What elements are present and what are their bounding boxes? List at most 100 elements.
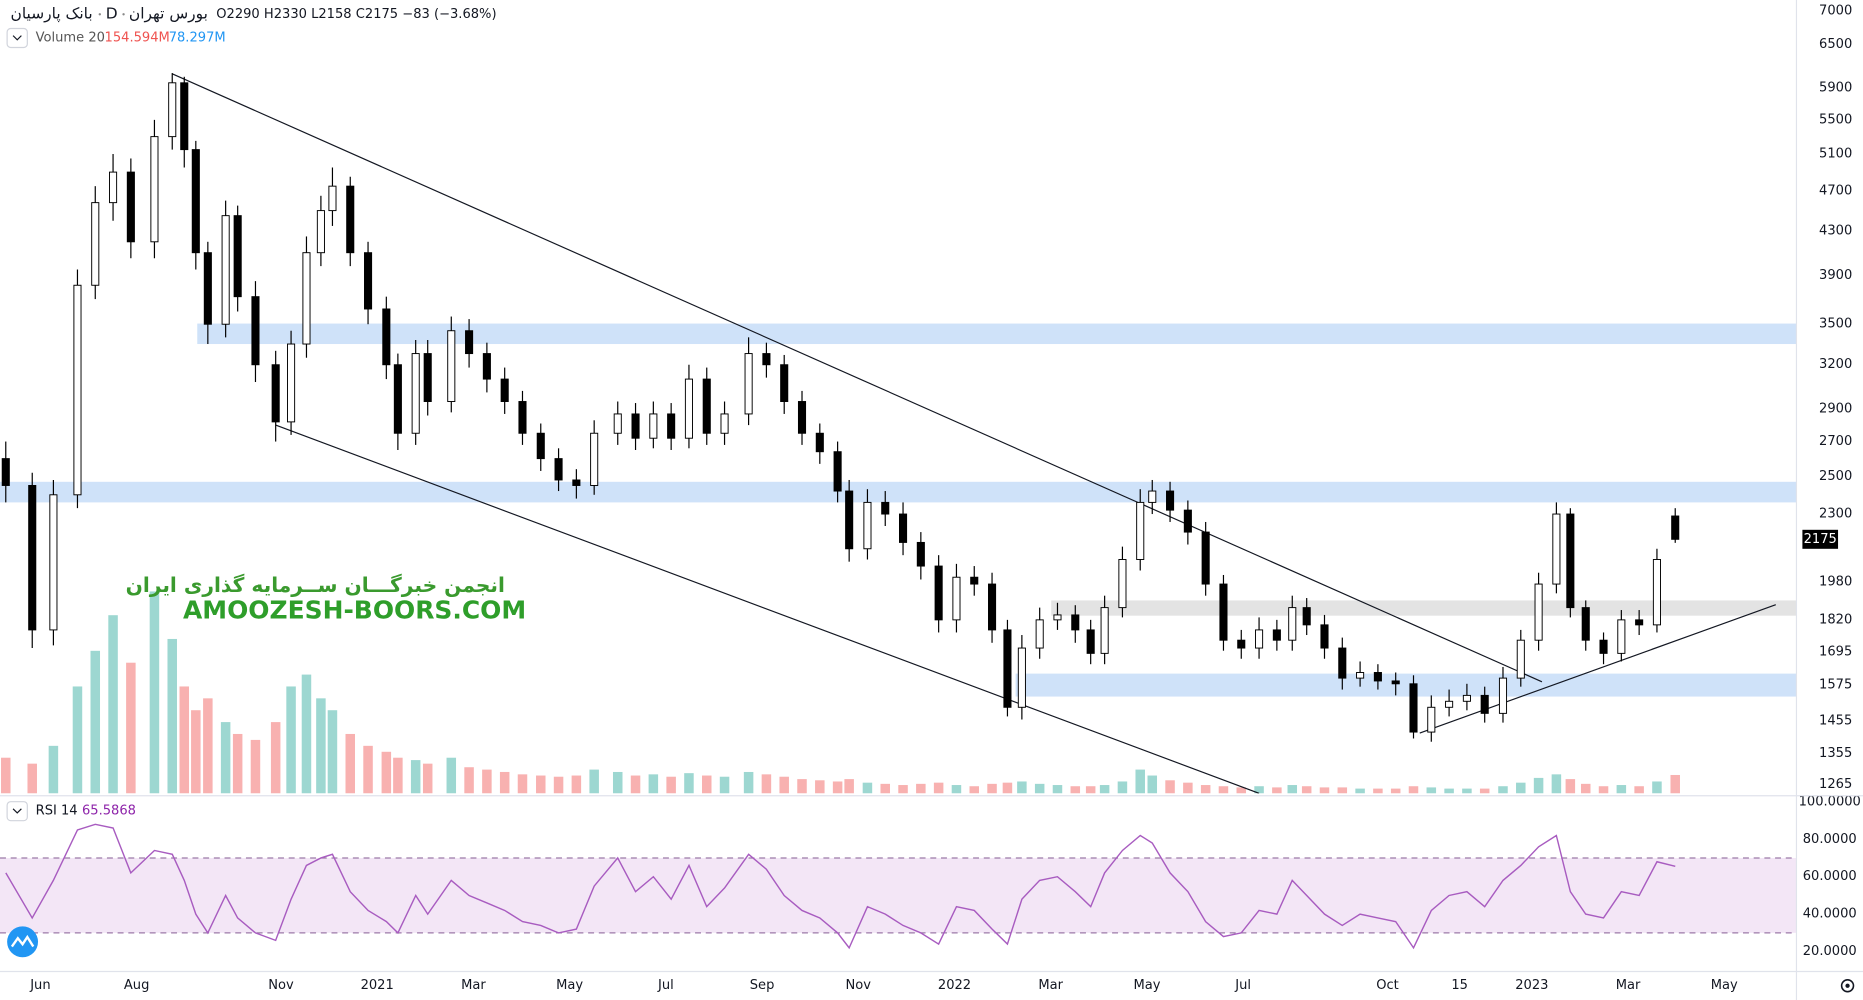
candle-body (73, 284, 82, 496)
volume-bar (743, 771, 754, 794)
volume-bar (1, 757, 11, 794)
volume-bar (648, 774, 659, 794)
candle-body (684, 378, 693, 439)
candle-body (1166, 490, 1175, 511)
volume-bar (701, 775, 712, 794)
candle-body (1183, 509, 1192, 533)
candle-body (1100, 607, 1109, 654)
candle-body (1498, 677, 1508, 714)
x-tick-label: Nov (846, 978, 872, 993)
volume-bar (220, 722, 231, 794)
volume-bar (1498, 786, 1508, 794)
volume-bar (898, 785, 908, 794)
candle-body (1338, 647, 1347, 679)
volume-bar (422, 763, 433, 794)
candle-body (221, 215, 230, 325)
collapse-button[interactable] (6, 27, 28, 49)
value: 2175 (365, 7, 398, 22)
volume-bar (464, 767, 474, 794)
candle-body (613, 413, 622, 434)
candle-body (1017, 647, 1026, 708)
x-tick-label: May (1711, 978, 1738, 993)
candle-body (1427, 706, 1436, 733)
candle-body (815, 432, 824, 453)
x-tick-label: Sep (750, 978, 775, 993)
candle-body (271, 364, 280, 423)
separator (98, 13, 101, 16)
trendline (1419, 604, 1776, 734)
x-tick-label: Mar (461, 978, 486, 993)
volume-bar (1516, 782, 1526, 794)
candle-body (1671, 515, 1680, 540)
volume-bar (987, 783, 997, 794)
y-tick-label: 1980 (1819, 574, 1852, 589)
volume-bar (779, 776, 789, 794)
volume-bar (1408, 786, 1419, 794)
y-tick-label: 3500 (1819, 317, 1852, 332)
candle-body (364, 252, 373, 310)
y-tick-label: 7000 (1819, 3, 1852, 18)
candle-body (91, 202, 100, 286)
candle-body (1566, 513, 1575, 609)
candle-body (150, 136, 159, 243)
candle-body (863, 501, 872, 550)
volume-bar (1218, 786, 1229, 794)
candle-body (833, 451, 842, 492)
x-tick-label: 2022 (938, 978, 971, 993)
candle-body (203, 252, 212, 325)
indicator-value: 78.297M (169, 31, 226, 46)
volume-bar (327, 710, 338, 794)
volume-bar (517, 774, 528, 794)
candle-body (899, 513, 908, 543)
label: L (311, 7, 319, 22)
volume-bar (815, 780, 825, 794)
volume-bar (1565, 779, 1576, 794)
volume-bar (203, 698, 213, 794)
zones (0, 323, 1797, 697)
volume-bar (345, 733, 356, 794)
volume-bar (797, 779, 807, 794)
y-tick-label: 1820 (1819, 612, 1852, 627)
candle-body (500, 378, 509, 402)
volume-bar (832, 781, 843, 794)
x-tick-label: Jul (657, 978, 674, 993)
separator (122, 13, 125, 16)
value: 2330 (274, 7, 307, 22)
candle-body (1409, 683, 1418, 733)
volume-bar (1034, 783, 1045, 794)
candle-body (411, 353, 420, 434)
logo[interactable] (7, 926, 39, 958)
volume-bar (1616, 785, 1627, 794)
y-tick-label: 1575 (1819, 678, 1852, 693)
collapse-button[interactable] (6, 801, 28, 822)
candle-body (251, 296, 260, 366)
volume-bar (27, 763, 37, 794)
volume-bar (1462, 788, 1472, 794)
candle-body (1534, 583, 1543, 641)
x-tick-label: 2021 (361, 978, 394, 993)
y-tick-label: 5500 (1819, 112, 1852, 127)
settings-button[interactable] (1840, 979, 1855, 993)
candle-body (1480, 694, 1489, 714)
change: −83 (402, 7, 430, 22)
candle-body (970, 576, 979, 585)
volume-bar (381, 751, 392, 794)
x-tick-label: 15 (1451, 978, 1468, 993)
candle-body (447, 330, 456, 402)
volume-bar (933, 782, 944, 794)
candle-body (1356, 672, 1365, 679)
volume-bar (1670, 774, 1680, 794)
rsi-line (5, 823, 1676, 950)
candle-body (1302, 607, 1311, 626)
volume-bar (1070, 786, 1081, 794)
volume-bar (191, 710, 201, 794)
volume-bar (1183, 782, 1193, 794)
candle-body (952, 576, 961, 621)
volume-bar (536, 775, 546, 794)
volume-bar (1052, 785, 1063, 794)
symbol: بانک پارسیان (11, 5, 93, 24)
interval: D (106, 5, 118, 23)
volume-bar (1355, 788, 1365, 794)
volume-bar (666, 776, 676, 794)
rsi-tick-label: 20.0000 (1803, 944, 1857, 959)
